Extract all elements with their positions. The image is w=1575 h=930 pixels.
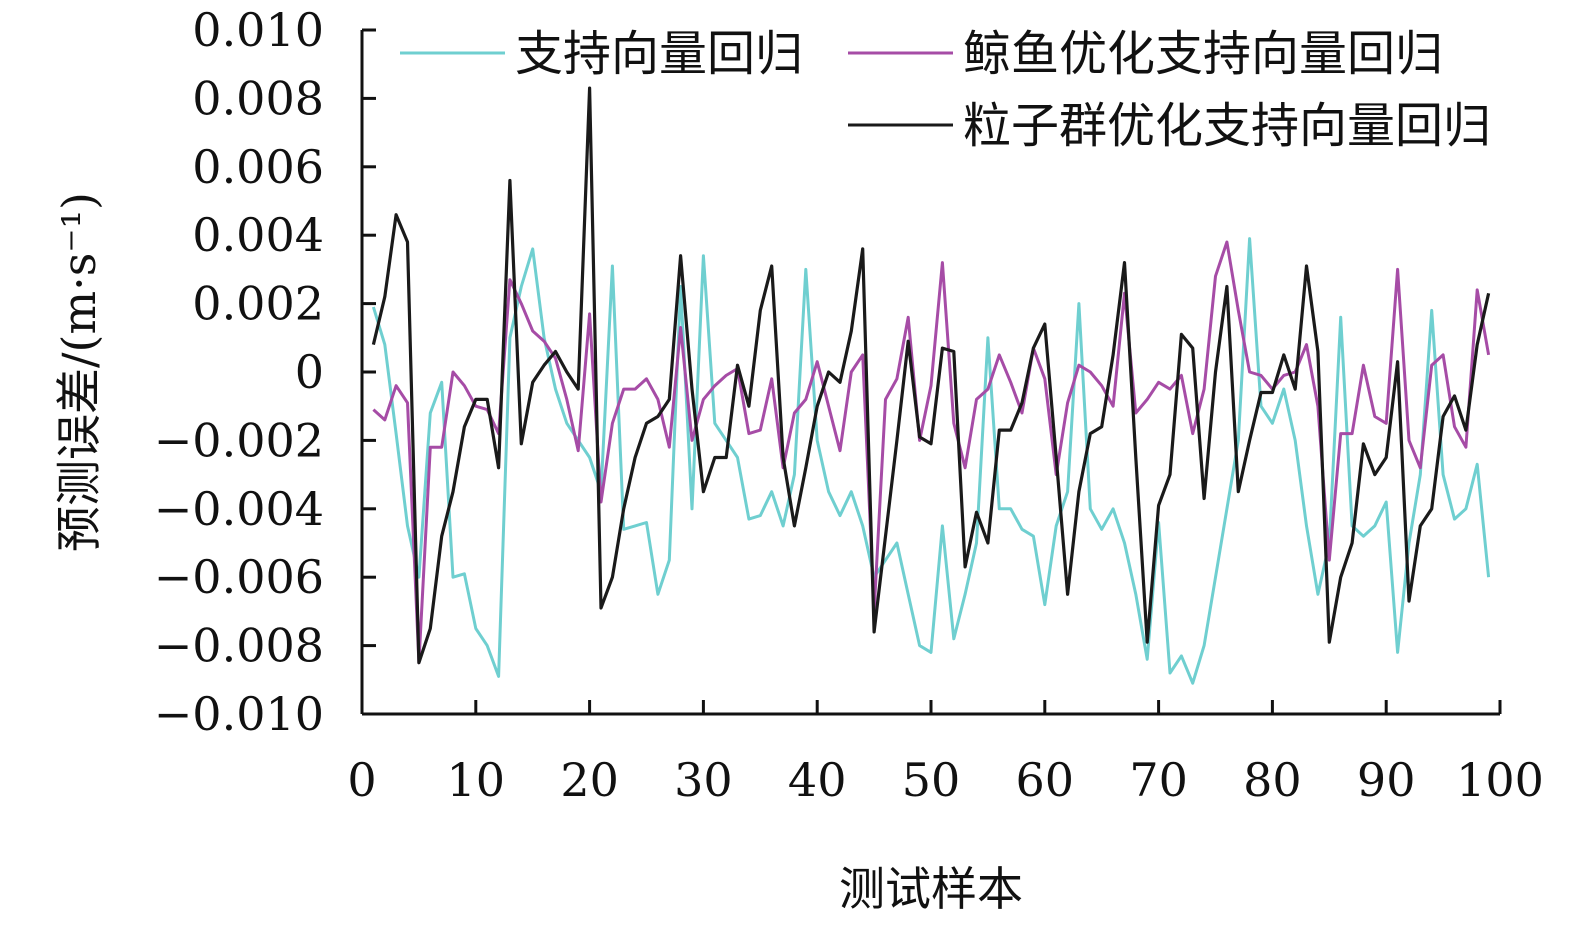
legend-label-3: 粒子群优化支持向量回归 bbox=[963, 98, 1491, 154]
x-tick-label: 10 bbox=[447, 753, 506, 807]
y-tick-label: −0.010 bbox=[154, 687, 324, 741]
series-line-2 bbox=[372, 240, 1491, 665]
y-tick-label: 0.010 bbox=[192, 3, 324, 57]
x-axis-title: 测试样本 bbox=[839, 862, 1023, 916]
series-line-1 bbox=[371, 237, 1491, 685]
axis-ticks: 0.010 0.008 0.006 0.004 0.002 0 −0.002 −0.004 −0… bbox=[154, 3, 1544, 807]
x-tick-label: 60 bbox=[1016, 753, 1075, 807]
y-tick-label: 0.002 bbox=[192, 277, 324, 331]
x-tick-label: 20 bbox=[560, 753, 619, 807]
y-tick-label: −0.008 bbox=[154, 619, 324, 673]
x-tick-label: 40 bbox=[788, 753, 847, 807]
x-tick-label: 50 bbox=[902, 753, 961, 807]
series-lines bbox=[371, 86, 1491, 685]
y-tick-label: −0.002 bbox=[154, 413, 324, 467]
y-tick-label: 0 bbox=[295, 345, 324, 399]
y-tick-label: 0.008 bbox=[192, 71, 324, 125]
x-tick-label: 0 bbox=[347, 753, 376, 807]
y-tick-label: −0.004 bbox=[154, 482, 324, 536]
legend-label-2: 鲸鱼优化支持向量回归 bbox=[963, 26, 1443, 82]
y-axis-title: 预测误差/(m·s⁻¹) bbox=[52, 192, 106, 552]
x-tick-label: 80 bbox=[1243, 753, 1302, 807]
y-tick-label: 0.004 bbox=[192, 208, 324, 262]
series-line-3 bbox=[371, 86, 1491, 665]
x-tick-label: 30 bbox=[674, 753, 733, 807]
x-tick-label: 90 bbox=[1357, 753, 1416, 807]
y-tick-label: 0.006 bbox=[192, 140, 324, 194]
legend-label-1: 支持向量回归 bbox=[515, 26, 803, 82]
x-tick-label: 100 bbox=[1456, 753, 1544, 807]
y-tick-label: −0.006 bbox=[154, 550, 324, 604]
x-tick-label: 70 bbox=[1129, 753, 1188, 807]
